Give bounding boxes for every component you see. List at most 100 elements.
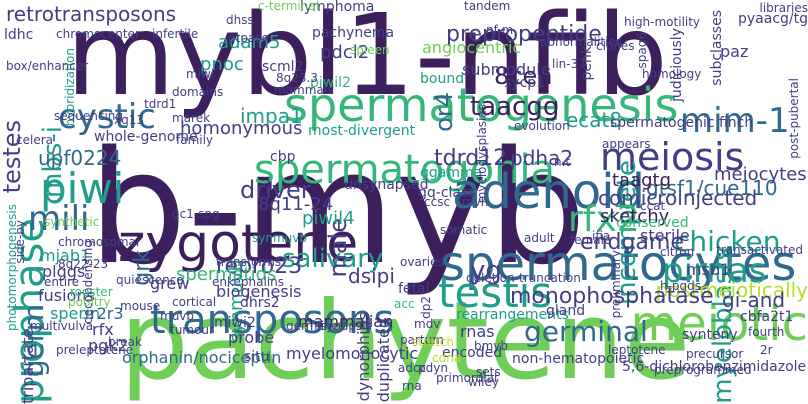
cloud-word: paz <box>720 42 749 61</box>
cloud-word: pnoc <box>200 54 244 75</box>
cloud-word: gi-and <box>722 288 786 312</box>
cloud-word: n.t <box>554 155 571 169</box>
cloud-word: germline <box>286 319 340 333</box>
cloud-word: myelodysplasias <box>475 104 489 204</box>
cloud-word: plggs <box>42 262 86 281</box>
cloud-word: ldhc <box>4 27 34 43</box>
cloud-word: family <box>176 133 214 147</box>
cloud-word: bound <box>420 71 465 87</box>
cloud-word: 8q22-23 <box>58 257 109 271</box>
cloud-word: most-divergent <box>308 123 416 139</box>
cloud-word: driver <box>240 176 311 204</box>
cloud-word: cbp <box>270 149 296 165</box>
cloud-word: libraries <box>759 1 808 15</box>
cloud-word: tandem <box>464 0 511 13</box>
cloud-word: adult <box>524 231 555 245</box>
cloud-word: ovaries <box>400 255 444 269</box>
cloud-word: zygotene <box>118 214 359 274</box>
cloud-word: poultry <box>68 295 111 309</box>
cloud-word: spermatids <box>176 264 277 285</box>
cloud-word: quiescence <box>116 273 184 287</box>
cloud-word: chromocenter <box>56 27 140 41</box>
cloud-word: spermatogenic finch <box>610 115 754 131</box>
cloud-word: piwil4 <box>302 208 355 229</box>
cloud-word: mili <box>28 199 90 239</box>
cloud-word: nf-m <box>486 23 514 37</box>
cloud-word: spermatogenesis <box>284 78 679 132</box>
cloud-word: spermatocytes <box>440 236 797 292</box>
cloud-word: cbfa2t1 <box>740 309 794 325</box>
cloud-word: infertile <box>152 27 199 41</box>
cloud-word: preleptotene <box>56 343 134 357</box>
cloud-word: adam5 <box>218 32 281 53</box>
cloud-word: meiotic <box>630 296 808 352</box>
cloud-word: tdrd1 <box>144 97 177 111</box>
cloud-word: deletion-truncation <box>466 271 581 285</box>
cloud-word: pdha2 <box>510 146 574 170</box>
cloud-word: encoded <box>442 345 503 361</box>
cloud-word: biogenesis <box>216 282 302 301</box>
cloud-word: multivulva <box>30 319 94 333</box>
cloud-word: transposons <box>150 297 395 343</box>
cloud-word: spag6 <box>635 32 649 69</box>
cloud-word: dsipi <box>348 264 395 288</box>
cloud-word: pachytene <box>120 279 691 404</box>
cloud-word: taagtg <box>612 170 672 191</box>
cloud-word: ifia <box>592 229 611 243</box>
cloud-word: impa1 <box>240 104 303 128</box>
cloud-word: side-by <box>13 220 27 264</box>
cloud-word: ccat <box>640 199 666 213</box>
cloud-word: transactivated <box>716 243 803 257</box>
cloud-word: retrotransposons <box>6 2 177 26</box>
cloud-word: whole-genome <box>94 129 198 145</box>
cloud-word: prepropeptide <box>446 22 602 47</box>
cloud-word: evolution <box>514 119 570 133</box>
cloud-word: upf0224 <box>38 146 122 170</box>
cloud-word: salivary <box>282 244 384 274</box>
cloud-word: h-pgds <box>660 279 702 293</box>
cloud-word: r2r3 <box>90 304 124 323</box>
cloud-word: duplicated <box>374 318 393 403</box>
cloud-word: gc1-spg <box>172 207 220 221</box>
cloud-word: rna <box>402 379 422 393</box>
cloud-word: meiocytes <box>714 164 807 185</box>
cloud-word: lin-37 <box>552 57 586 71</box>
cloud-word: decondensing <box>81 240 95 324</box>
cloud-word: dp2 <box>419 296 433 319</box>
cloud-word: gtpase <box>228 31 269 45</box>
cloud-word: mammals <box>274 83 334 97</box>
cloud-word: meiosis <box>600 135 745 179</box>
cloud-word: domains <box>172 85 224 99</box>
cloud-word: cortical <box>172 295 217 309</box>
cloud-word: marek <box>172 111 211 125</box>
cloud-word: conserved <box>616 215 689 231</box>
cloud-word: 8q23.3 <box>276 71 318 85</box>
cloud-word: mjab1 <box>40 246 91 265</box>
cloud-word: chromosomal <box>58 235 140 249</box>
cloud-word: sketchy <box>600 206 670 227</box>
cloud-word: spleen <box>350 43 390 57</box>
cloud-word: ggamma <box>420 165 483 181</box>
cloud-word: post-pubertal <box>787 78 801 159</box>
cloud-word: pachynema <box>312 25 395 41</box>
cloud-word: miwi <box>186 67 215 81</box>
cloud-word: mim-1 <box>680 101 790 141</box>
cloud-word: probe <box>228 328 275 347</box>
cloud-word: adenoid <box>452 164 646 220</box>
cloud-word: angiocentric <box>422 38 522 57</box>
cloud-word: homology <box>642 67 702 81</box>
cloud-word: piwil2 <box>310 75 351 91</box>
cloud-word: germinal <box>524 315 648 348</box>
cloud-word: miwi2 <box>214 315 256 331</box>
cloud-word: sequencing <box>54 109 123 123</box>
cloud-word: xq13 <box>114 113 144 127</box>
cloud-word: 5,6-dichlorobenzimidazole <box>622 359 807 375</box>
cloud-word: preprogrammed <box>654 363 752 377</box>
cloud-word: partum <box>400 333 444 347</box>
cloud-word: synmuvb <box>252 231 307 245</box>
cloud-word: sterile <box>640 226 690 245</box>
cloud-word: scml2 <box>262 59 304 75</box>
cloud-word: adcc <box>398 361 427 375</box>
cloud-word: pdyn <box>418 361 448 375</box>
